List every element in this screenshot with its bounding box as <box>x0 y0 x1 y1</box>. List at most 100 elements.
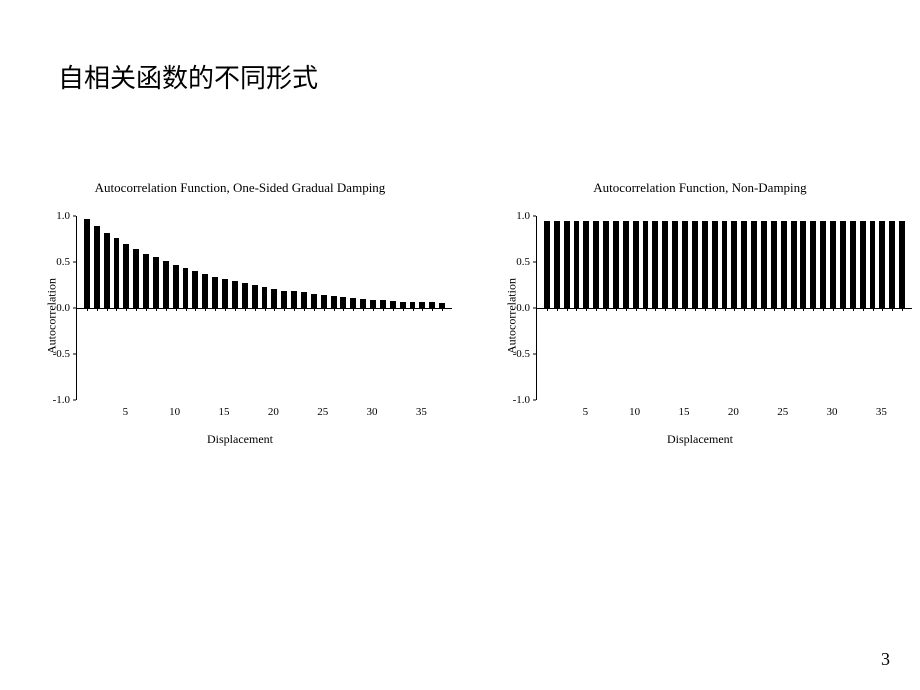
bar <box>692 221 698 308</box>
x-tick-mark <box>873 308 874 311</box>
x-tick-mark <box>725 308 726 311</box>
x-tick-mark <box>284 308 285 311</box>
bar <box>830 221 836 308</box>
y-tick-label: 0.0 <box>508 302 530 314</box>
y-tick-label: 0.5 <box>48 256 70 268</box>
x-tick-mark <box>383 308 384 311</box>
x-tick-mark <box>626 308 627 311</box>
bar <box>202 274 208 308</box>
x-tick-mark <box>87 308 88 311</box>
bar <box>380 300 386 308</box>
bar <box>232 281 238 308</box>
x-tick-mark <box>215 308 216 311</box>
x-tick-mark <box>675 308 676 311</box>
x-tick-mark <box>195 308 196 311</box>
bar <box>643 221 649 308</box>
bar <box>183 268 189 308</box>
bar <box>603 221 609 308</box>
x-tick-label: 35 <box>876 406 887 418</box>
y-tick-mark <box>533 262 536 263</box>
y-tick-mark <box>533 308 536 309</box>
bar <box>781 221 787 308</box>
x-tick-mark <box>97 308 98 311</box>
x-tick-mark <box>225 308 226 311</box>
x-tick-mark <box>655 308 656 311</box>
x-tick-label: 25 <box>777 406 788 418</box>
x-tick-mark <box>265 308 266 311</box>
x-tick-mark <box>186 308 187 311</box>
bar <box>104 233 110 308</box>
x-tick-mark <box>882 308 883 311</box>
bar <box>800 221 806 308</box>
x-tick-mark <box>616 308 617 311</box>
bar <box>771 221 777 308</box>
x-tick-mark <box>432 308 433 311</box>
chart-left-area: Autocorrelation -1.0-0.50.00.51.05101520… <box>20 206 460 426</box>
x-tick-mark <box>567 308 568 311</box>
x-tick-mark <box>715 308 716 311</box>
y-tick-label: -1.0 <box>48 394 70 406</box>
bar <box>554 221 560 308</box>
bar <box>840 221 846 308</box>
chart-right-xlabel: Displacement <box>480 432 920 447</box>
bar <box>870 221 876 308</box>
bar <box>114 238 120 308</box>
chart-right: Autocorrelation Function, Non-Damping Au… <box>480 180 920 447</box>
bar <box>889 221 895 308</box>
x-tick-mark <box>754 308 755 311</box>
x-tick-label: 25 <box>317 406 328 418</box>
bar <box>390 301 396 308</box>
x-tick-mark <box>902 308 903 311</box>
x-tick-mark <box>606 308 607 311</box>
bar <box>291 291 297 308</box>
bar <box>143 254 149 308</box>
x-tick-mark <box>557 308 558 311</box>
x-tick-mark <box>843 308 844 311</box>
x-tick-mark <box>146 308 147 311</box>
x-tick-label: 15 <box>679 406 690 418</box>
x-tick-label: 35 <box>416 406 427 418</box>
bar <box>242 283 248 308</box>
x-tick-label: 10 <box>629 406 640 418</box>
bar <box>173 265 179 308</box>
y-tick-label: 1.0 <box>508 210 530 222</box>
x-tick-label: 30 <box>827 406 838 418</box>
bar <box>623 221 629 308</box>
y-tick-label: 1.0 <box>48 210 70 222</box>
chart-left-plot <box>76 216 452 400</box>
x-tick-mark <box>794 308 795 311</box>
bar <box>662 221 668 308</box>
x-tick-label: 15 <box>219 406 230 418</box>
x-tick-mark <box>235 308 236 311</box>
bar <box>722 221 728 308</box>
x-tick-mark <box>636 308 637 311</box>
x-tick-mark <box>176 308 177 311</box>
bar <box>340 297 346 308</box>
x-tick-mark <box>853 308 854 311</box>
bar <box>574 221 580 308</box>
x-tick-mark <box>813 308 814 311</box>
charts-row: Autocorrelation Function, One-Sided Grad… <box>0 180 920 447</box>
bar <box>301 292 307 308</box>
bar <box>761 221 767 308</box>
bar <box>321 295 327 308</box>
x-tick-label: 5 <box>583 406 589 418</box>
bar <box>360 299 366 308</box>
y-tick-label: -1.0 <box>508 394 530 406</box>
x-tick-label: 10 <box>169 406 180 418</box>
bar <box>94 226 100 308</box>
y-tick-mark <box>73 400 76 401</box>
x-tick-mark <box>116 308 117 311</box>
bar <box>163 261 169 308</box>
x-tick-label: 20 <box>728 406 739 418</box>
y-tick-label: -0.5 <box>508 348 530 360</box>
chart-left-xlabel: Displacement <box>20 432 460 447</box>
bar <box>613 221 619 308</box>
x-tick-mark <box>744 308 745 311</box>
bar <box>271 289 277 308</box>
x-tick-mark <box>136 308 137 311</box>
x-tick-mark <box>764 308 765 311</box>
y-tick-mark <box>73 262 76 263</box>
x-tick-mark <box>774 308 775 311</box>
bar <box>222 279 228 308</box>
